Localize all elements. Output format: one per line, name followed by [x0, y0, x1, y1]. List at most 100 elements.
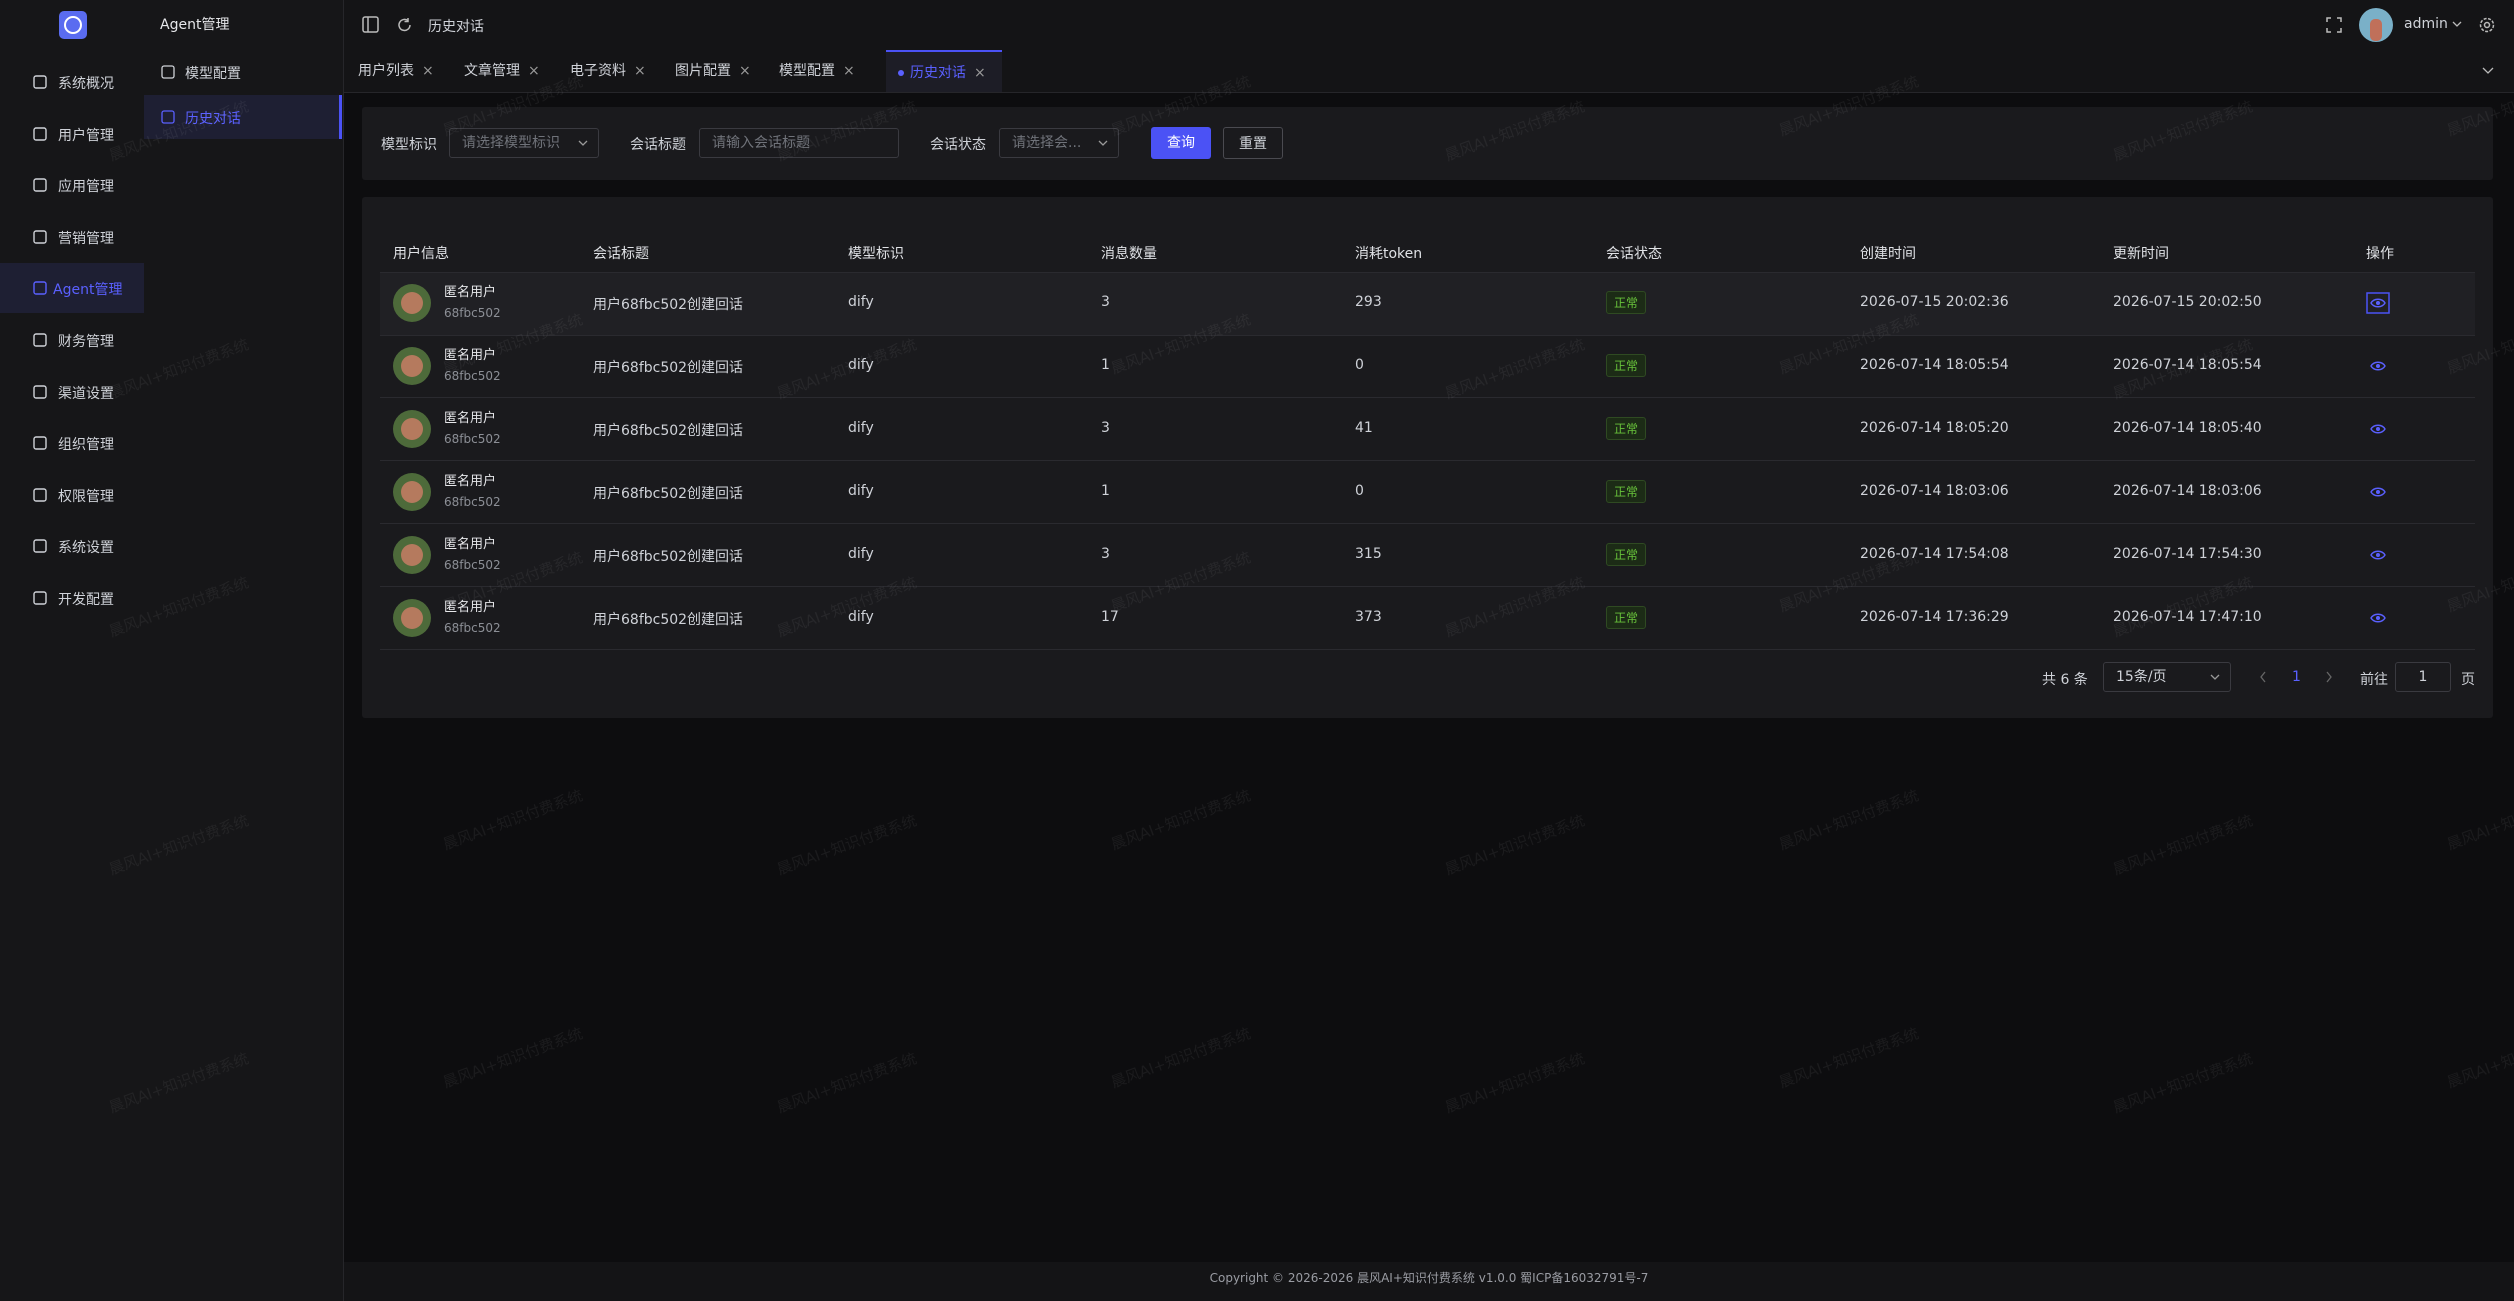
tab-close[interactable]: × — [634, 63, 646, 79]
watermark: 晨风AI+知识付费系统 — [1442, 1049, 1588, 1117]
watermark: 晨风AI+知识付费系统 — [440, 1024, 586, 1092]
submenu-icon — [161, 65, 175, 79]
view-icon[interactable] — [2366, 292, 2390, 314]
submenu-item[interactable]: 历史对话 — [185, 111, 241, 127]
tab-label[interactable]: 图片配置 — [675, 63, 731, 79]
table-cell: 3 — [1101, 420, 1110, 436]
menu-item[interactable]: 开发配置 — [58, 592, 114, 608]
tab-close[interactable]: × — [739, 63, 751, 79]
select-input[interactable]: 请选择模型标识 — [449, 128, 599, 158]
tab-label[interactable]: 模型配置 — [779, 63, 835, 79]
prev-page[interactable] — [2259, 671, 2267, 683]
goto-input[interactable]: 1 — [2395, 662, 2451, 692]
table-cell: 用户68fbc502创建回话 — [593, 549, 744, 565]
watermark: 晨风AI+知识付费系统 — [2444, 1024, 2514, 1092]
tab-close[interactable]: × — [843, 63, 855, 79]
tab[interactable]: 模型配置 × — [767, 50, 884, 92]
menu-item[interactable]: 权限管理 — [58, 488, 114, 505]
tab-label[interactable]: 文章管理 — [464, 63, 520, 79]
table-cell: 2026-07-14 18:03:06 — [2113, 483, 2262, 499]
table-cell: 用户68fbc502创建回话 — [593, 360, 744, 376]
tab-close[interactable]: × — [974, 65, 986, 81]
table-cell: 293 — [1355, 294, 1382, 310]
menu-icon — [33, 75, 47, 89]
watermark: 晨风AI+知识付费系统 — [1776, 786, 1922, 854]
tab-label[interactable]: 电子资料 — [570, 63, 626, 79]
select-input[interactable]: 请选择会... — [999, 128, 1119, 158]
table-cell: dify — [848, 420, 874, 436]
collapse-icon[interactable] — [362, 16, 380, 34]
tab[interactable]: 文章管理 × — [452, 50, 556, 92]
view-icon[interactable] — [2366, 607, 2390, 629]
tab[interactable]: 电子资料 × — [558, 50, 661, 92]
table-cell: dify — [848, 294, 874, 310]
row-avatar — [393, 410, 431, 448]
table-panel: 用户信息 会话标题 模型标识 消息数量 消耗token 会话状态 创建时间 更新时间 操作 匿名用… — [362, 197, 2493, 718]
table-cell: 2026-07-14 17:47:10 — [2113, 609, 2262, 625]
row-avatar — [393, 347, 431, 385]
menu-item[interactable]: 系统设置 — [58, 540, 114, 557]
tab-label[interactable]: 历史对话 — [910, 65, 966, 81]
submenu-title: Agent管理 — [160, 17, 230, 33]
menu-item[interactable]: 财务管理 — [58, 334, 114, 350]
table-cell: 0 — [1355, 357, 1364, 373]
tab-label[interactable]: 用户列表 — [358, 63, 414, 79]
tab-dot — [898, 70, 904, 76]
fullscreen-icon[interactable] — [2326, 17, 2342, 33]
user-id: 68fbc502 — [444, 558, 501, 572]
table-cell: 2026-07-14 18:05:54 — [2113, 357, 2262, 373]
view-icon[interactable] — [2366, 355, 2390, 377]
table-row — [380, 398, 2475, 461]
row-avatar — [393, 284, 431, 322]
row-avatar — [393, 536, 431, 574]
tab-close[interactable]: × — [528, 63, 540, 79]
logo — [59, 11, 87, 39]
settings-icon[interactable] — [2478, 16, 2496, 34]
page-size-select[interactable]: 15条/页 — [2103, 662, 2231, 692]
view-icon[interactable] — [2366, 544, 2390, 566]
table-cell: 2026-07-15 20:02:36 — [1860, 294, 2009, 310]
user-name: 匿名用户 — [444, 411, 497, 426]
table-cell: 1 — [1101, 483, 1110, 499]
table-cell: 41 — [1355, 420, 1373, 436]
menu-item[interactable]: 用户管理 — [58, 127, 114, 144]
search-button[interactable]: 查询 — [1151, 127, 1211, 159]
watermark: 晨风AI+知识付费系统 — [440, 786, 586, 854]
user-name: 匿名用户 — [444, 285, 497, 300]
status-tag: 正常 — [1606, 606, 1647, 629]
refresh-icon[interactable] — [396, 16, 414, 34]
tab-close[interactable]: × — [422, 63, 434, 79]
tabs-more[interactable] — [2482, 66, 2494, 76]
table-cell: 用户68fbc502创建回话 — [593, 297, 744, 313]
menu-item[interactable]: 应用管理 — [58, 179, 114, 196]
reset-button[interactable]: 重置 — [1223, 127, 1283, 159]
filter-label: 会话状态 — [930, 137, 986, 153]
tab[interactable]: 历史对话 × — [886, 50, 1002, 92]
watermark: 晨风AI+知识付费系统 — [2110, 811, 2256, 879]
menu-icon — [33, 178, 47, 192]
column-header: 消息数量 — [1101, 246, 1157, 262]
menu-item[interactable]: 系统概况 — [58, 76, 114, 92]
tab[interactable]: 用户列表 × — [346, 50, 450, 92]
menu-item[interactable]: 渠道设置 — [58, 385, 114, 402]
tab[interactable]: 图片配置 × — [663, 50, 765, 92]
menu-item[interactable]: 组织管理 — [58, 437, 114, 454]
table-cell: 315 — [1355, 546, 1382, 562]
menu-item[interactable]: 营销管理 — [58, 230, 114, 247]
table-cell: 2026-07-14 18:05:20 — [1860, 420, 2009, 436]
watermark: 晨风AI+知识付费系统 — [2110, 1049, 2256, 1117]
select-caret — [2210, 674, 2220, 680]
text-input[interactable]: 请输入会话标题 — [699, 128, 899, 158]
menu-icon — [33, 126, 47, 141]
next-page[interactable] — [2325, 671, 2333, 683]
pagination-total: 共 6 条 — [2042, 672, 2088, 688]
view-icon[interactable] — [2366, 481, 2390, 503]
user-name[interactable]: admin — [2404, 16, 2448, 32]
current-page[interactable]: 1 — [2292, 669, 2301, 685]
submenu-item[interactable]: 模型配置 — [185, 66, 241, 82]
menu-item[interactable]: Agent管理 — [53, 282, 123, 299]
column-header: 更新时间 — [2113, 246, 2169, 262]
view-icon[interactable] — [2366, 418, 2390, 440]
user-avatar[interactable] — [2358, 7, 2394, 43]
table-cell: 1 — [1101, 357, 1110, 373]
